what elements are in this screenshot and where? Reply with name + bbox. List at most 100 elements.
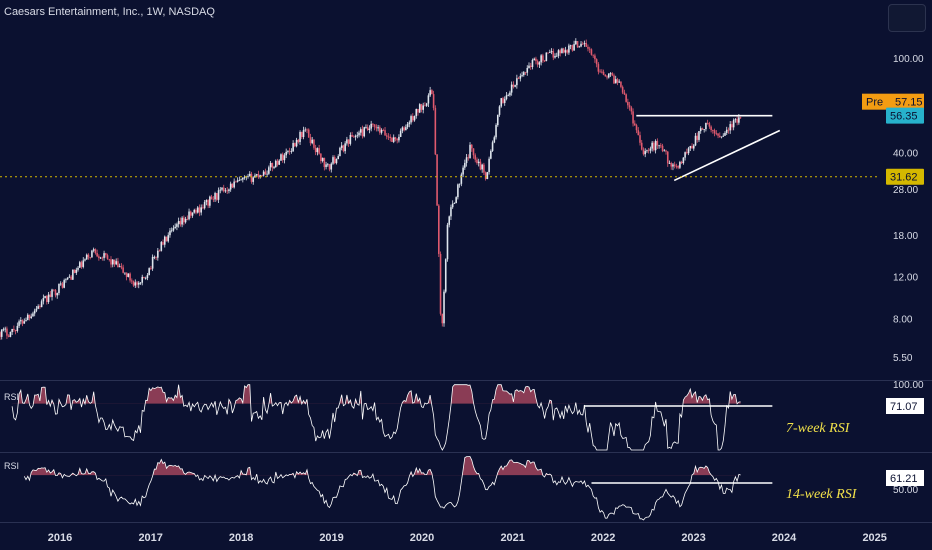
candle-body (33, 310, 36, 314)
candle-body (148, 268, 150, 276)
candle-body (564, 50, 567, 53)
candle-body (313, 139, 315, 148)
candle-body (203, 202, 206, 209)
candle-body (193, 209, 196, 213)
candle-body (649, 148, 652, 151)
candle-body (535, 58, 537, 62)
candle-body (472, 148, 475, 156)
candle-body (660, 145, 662, 147)
candle-body (337, 156, 340, 160)
candle-body (276, 160, 279, 165)
candle-body (618, 81, 620, 83)
candle-body (365, 127, 367, 128)
candle-body (375, 126, 378, 129)
candle-body (595, 59, 598, 65)
candle-body (113, 259, 116, 265)
candle-body (84, 259, 86, 261)
candle-body (427, 95, 430, 104)
candle-body (396, 139, 398, 141)
candle-body (599, 71, 601, 73)
candle-body (436, 154, 438, 206)
pre-badge-value-bg (892, 93, 924, 110)
candle-body (117, 261, 119, 268)
candle-body (85, 254, 88, 260)
candle-body (672, 164, 674, 167)
candle-body (214, 193, 216, 200)
candle-body (516, 78, 518, 86)
candle-body (358, 132, 360, 136)
candle-body (583, 43, 586, 44)
last-price-badge: 56.35 (890, 111, 918, 123)
candle-body (384, 130, 386, 136)
candle-body (186, 218, 189, 220)
candle-body (569, 45, 572, 47)
candle-body (226, 190, 229, 192)
candle-body (465, 157, 468, 164)
candle-body (58, 283, 60, 294)
candle-body (623, 92, 626, 95)
candle-body (269, 162, 272, 168)
candle-body (552, 51, 555, 58)
candle-body (26, 314, 29, 321)
candle-body (644, 151, 647, 155)
candle-body (505, 95, 508, 100)
candle-body (316, 148, 319, 153)
candle-body (233, 181, 235, 188)
candle-body (169, 230, 171, 236)
candle-body (614, 79, 617, 84)
candle-body (342, 145, 345, 152)
rsi7-annotation: 7-week RSI (786, 421, 851, 436)
candle-body (131, 280, 133, 282)
candle-body (498, 106, 501, 115)
candle-body (639, 135, 641, 143)
candle-body (247, 175, 249, 177)
candle-body (216, 193, 218, 200)
candle-body (37, 306, 39, 309)
candle-body (170, 230, 173, 232)
candle-body (351, 135, 353, 137)
candle-body (415, 109, 418, 117)
candle-body (306, 129, 308, 131)
candle-body (273, 167, 275, 168)
rsi7-value: 71.07 (890, 401, 918, 413)
candle-body (144, 278, 147, 279)
candle-body (604, 74, 607, 77)
candle-body (540, 55, 542, 63)
candle-body (51, 289, 53, 297)
candle-body (370, 123, 372, 129)
rsi14-line (23, 456, 741, 521)
candle-body (457, 184, 459, 198)
candle-body (632, 111, 634, 124)
candle-body (517, 78, 520, 80)
candle-body (155, 256, 157, 258)
candle-body (377, 127, 379, 129)
x-tick-label: 2021 (500, 532, 524, 544)
candle-body (181, 217, 183, 225)
candle-body (557, 50, 560, 56)
candle-body (640, 142, 643, 150)
candle-body (200, 207, 202, 213)
candle-body (335, 159, 338, 164)
candle-body (379, 127, 381, 133)
candle-body (576, 41, 579, 48)
candle-body (405, 127, 407, 131)
candle-body (620, 81, 622, 87)
y-tick-label: 8.00 (893, 314, 913, 325)
y-tick-label: 28.00 (893, 185, 918, 196)
candle-body (398, 136, 400, 141)
candle-body (526, 67, 529, 73)
candle-body (417, 109, 419, 113)
candle-body (91, 250, 93, 258)
candle-body (183, 217, 185, 223)
candle-body (314, 147, 317, 153)
candle-body (587, 46, 589, 49)
candle-body (191, 212, 194, 216)
candle-body (490, 150, 492, 159)
candle-body (151, 256, 154, 269)
candle-body (521, 75, 523, 76)
candle-body (189, 211, 192, 216)
candle-body (479, 161, 482, 170)
candle-body (734, 119, 737, 120)
chart-settings-box[interactable] (888, 4, 926, 32)
candle-body (625, 94, 627, 102)
